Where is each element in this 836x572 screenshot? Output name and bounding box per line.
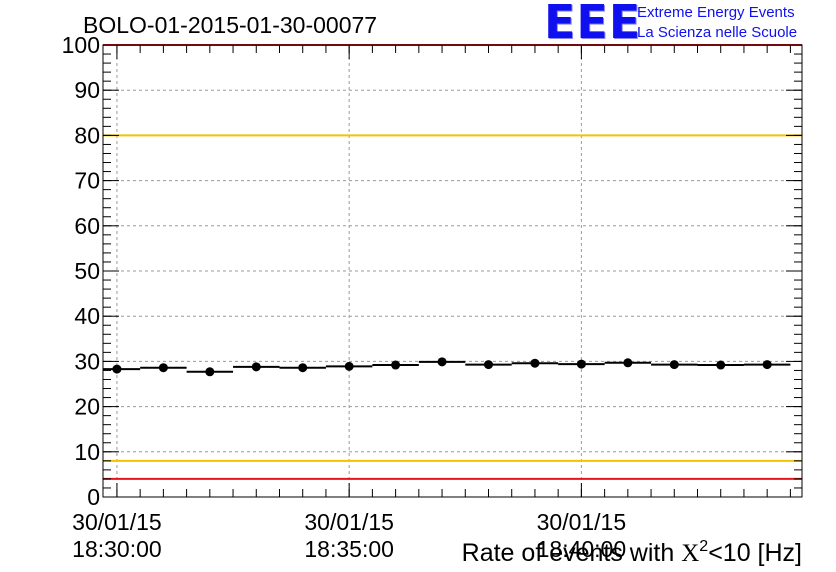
data-point: [716, 360, 726, 370]
x-axis-title-start: Rate of events with: [462, 539, 682, 567]
y-tick-label: 40: [74, 303, 100, 329]
data-point: [158, 363, 168, 373]
eee-logo-mark: EEE: [544, 0, 642, 49]
x-axis-title: Rate of events with X2<10 [Hz]: [462, 538, 802, 567]
data-point: [391, 360, 401, 370]
data-point: [112, 364, 122, 374]
x-axis-title-chi: X: [681, 540, 699, 567]
y-tick-label: 0: [87, 484, 100, 510]
data-point: [576, 359, 586, 369]
data-point: [437, 357, 447, 367]
x-tick-label-date: 30/01/15: [304, 509, 394, 535]
data-point: [344, 361, 354, 371]
data-point: [483, 360, 493, 370]
x-tick-label-time: 18:40:00: [537, 536, 627, 562]
y-tick-labels: 0 10 20 30 40 50 60 70 80 90 100: [62, 32, 100, 510]
plot-frame: [102, 44, 803, 498]
data-point: [669, 360, 679, 370]
x-axis-title-end: <10 [Hz]: [708, 539, 802, 567]
reference-lines: [103, 44, 802, 480]
y-tick-label: 10: [74, 439, 100, 465]
data-point: [762, 360, 772, 370]
data-point: [251, 362, 261, 372]
data-series: [103, 357, 791, 377]
y-tick-label: 70: [74, 168, 100, 194]
x-axis-title-sup: 2: [699, 538, 708, 555]
eee-logo: EEE Extreme Energy Events La Scienza nel…: [540, 0, 836, 49]
data-point: [623, 358, 633, 368]
axis-ticks: [103, 44, 802, 498]
y-tick-label: 50: [74, 258, 100, 284]
x-tick-label-date: 30/01/15: [72, 509, 162, 535]
y-tick-label: 30: [74, 348, 100, 374]
logo-line-1: Extreme Energy Events: [637, 4, 795, 21]
grid: [103, 45, 802, 497]
chart-title: BOLO-01-2015-01-30-00077: [83, 12, 377, 38]
data-point: [530, 358, 540, 368]
y-tick-label: 80: [74, 122, 100, 148]
y-tick-label: 100: [62, 32, 100, 58]
x-tick-labels: 30/01/1518:30:0030/01/1518:35:0030/01/15…: [72, 509, 626, 562]
data-point: [205, 367, 215, 377]
y-tick-label: 60: [74, 213, 100, 239]
data-point: [298, 363, 308, 373]
logo-line-2: La Scienza nelle Scuole: [637, 24, 798, 41]
y-tick-label: 90: [74, 77, 100, 103]
x-tick-label-date: 30/01/15: [537, 509, 627, 535]
y-tick-label: 20: [74, 394, 100, 420]
x-tick-label-time: 18:30:00: [72, 536, 162, 562]
x-tick-label-time: 18:35:00: [304, 536, 394, 562]
